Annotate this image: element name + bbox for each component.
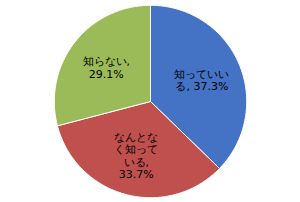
svg-text:知っていいる, 37.3%: 知っていいる, 37.3% [174,67,229,93]
svg-text:知らない,29.1%: 知らない,29.1% [83,55,131,81]
svg-text:なんとなく知っている,33.7%: なんとなく知っている,33.7% [114,131,158,182]
